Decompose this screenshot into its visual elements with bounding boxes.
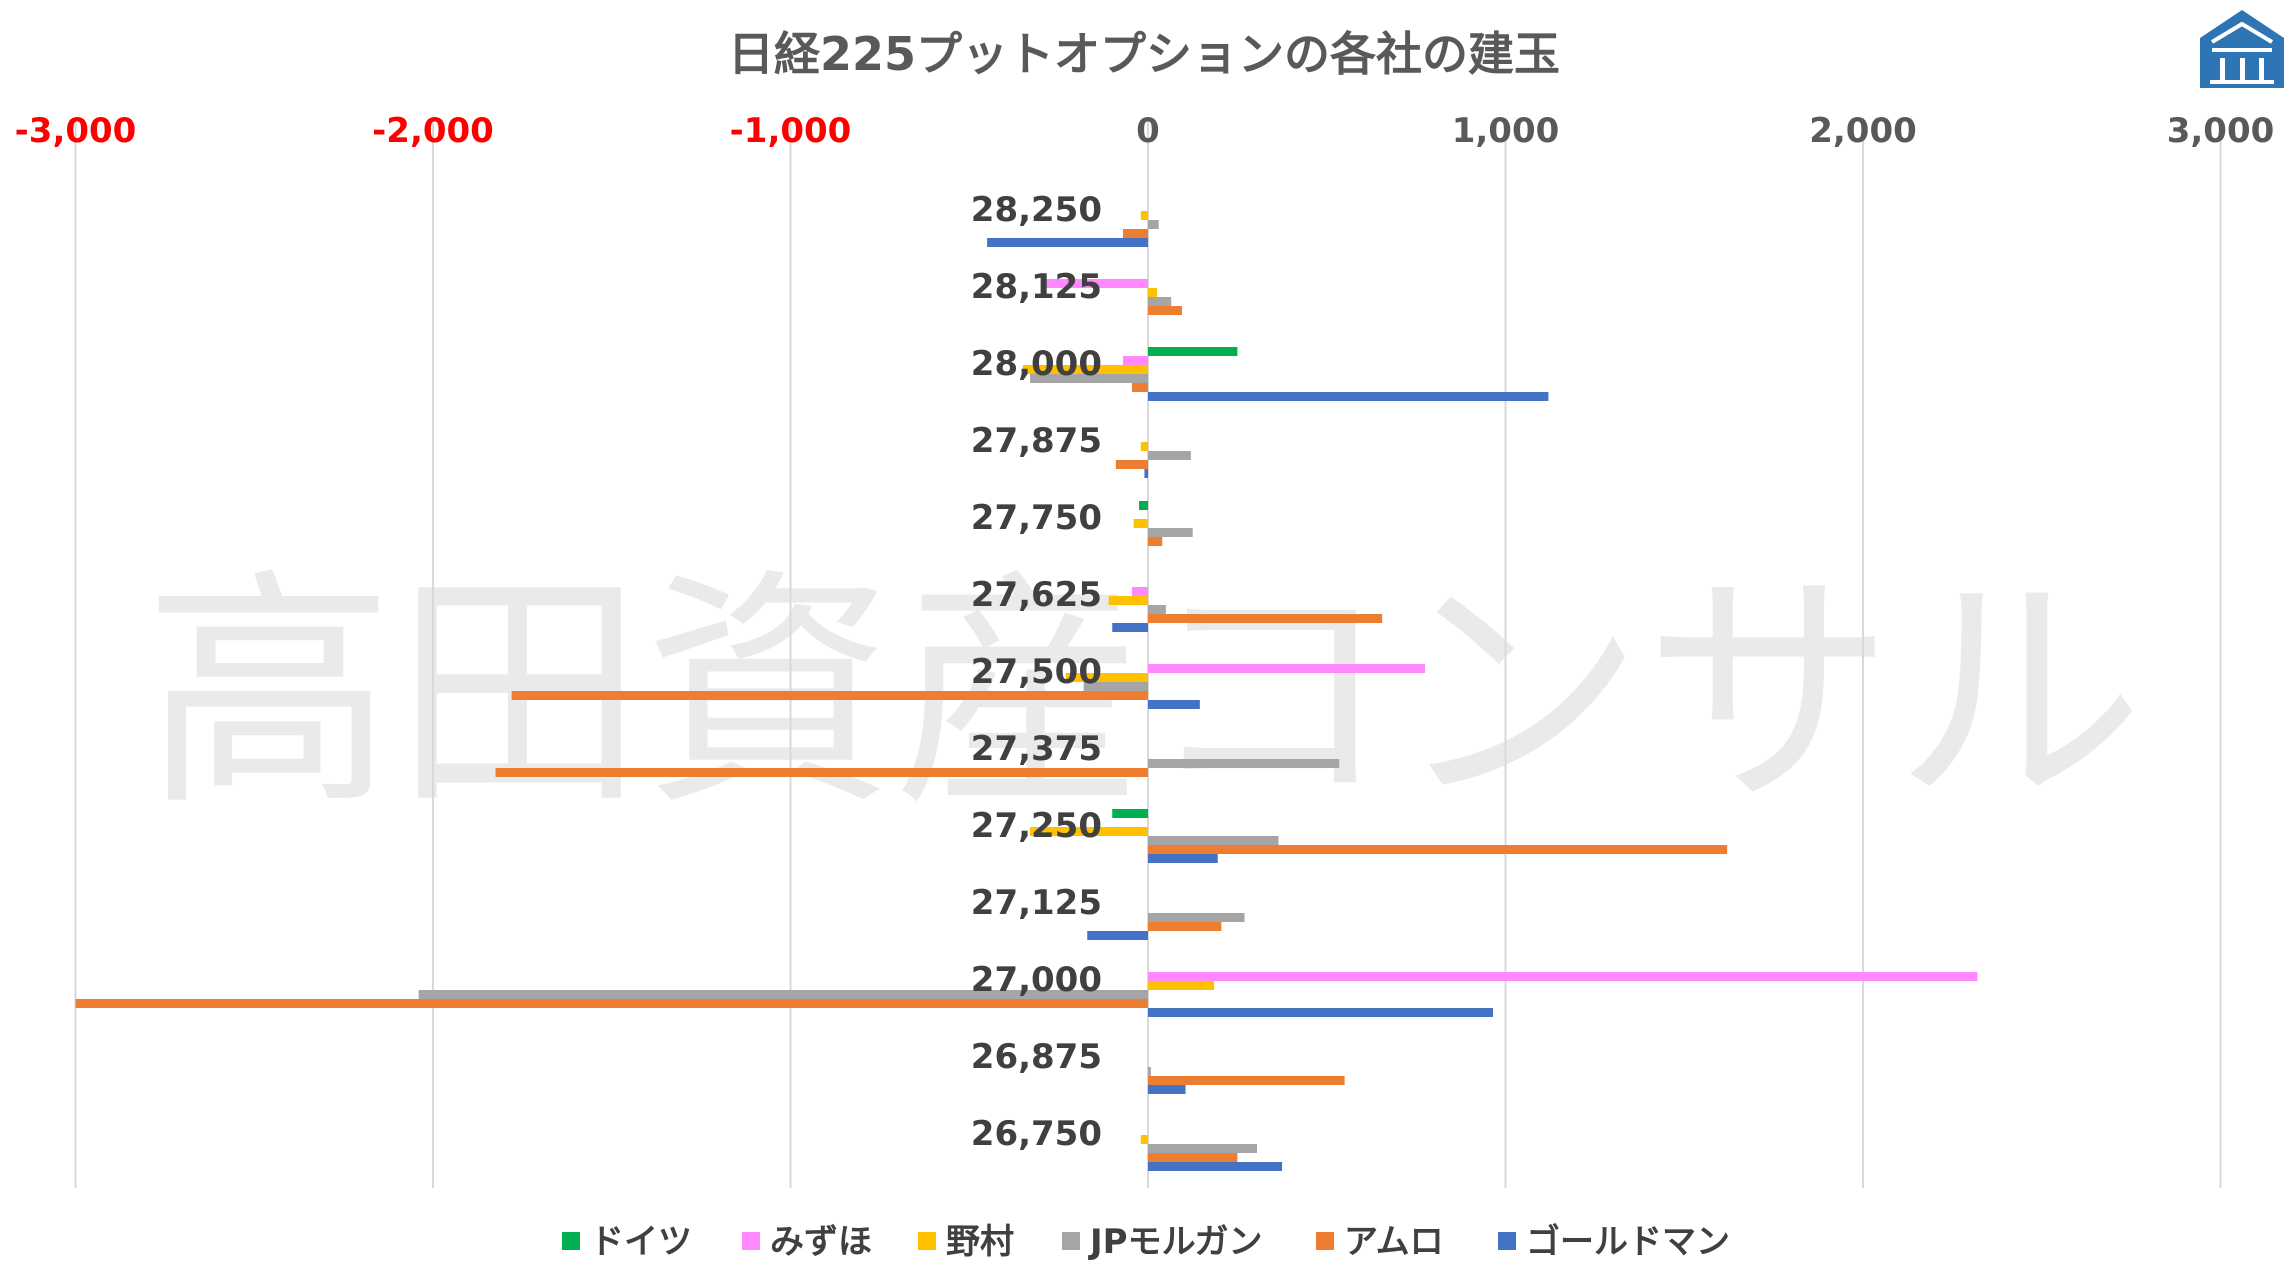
bar xyxy=(1148,347,1238,356)
category-label: 27,250 xyxy=(971,806,1102,846)
bar xyxy=(1148,664,1426,673)
x-tick-label: -1,000 xyxy=(730,111,852,151)
x-axis-ticks: -3,000 -2,000 -1,000 0 1,000 2,000 3,000 xyxy=(15,111,2275,151)
bar xyxy=(1148,605,1166,614)
legend-label: みずほ xyxy=(770,1222,872,1262)
x-tick-label: 3,000 xyxy=(2167,111,2275,151)
bar xyxy=(1148,1085,1186,1094)
category-label: 27,875 xyxy=(971,421,1102,461)
legend-swatch xyxy=(1316,1232,1334,1250)
bar xyxy=(1144,469,1148,478)
bar xyxy=(1131,383,1148,392)
x-tick-label: 1,000 xyxy=(1452,111,1560,151)
bar xyxy=(1148,845,1728,854)
x-tick-label: 0 xyxy=(1136,111,1160,151)
bar xyxy=(1148,854,1218,863)
bar xyxy=(1148,1144,1258,1153)
bar xyxy=(1140,1135,1148,1144)
category-label: 27,500 xyxy=(971,652,1102,692)
bar xyxy=(1148,297,1172,306)
bar xyxy=(1087,931,1148,940)
bar xyxy=(418,990,1148,999)
legend-swatch xyxy=(1062,1232,1080,1250)
category-label: 27,375 xyxy=(971,729,1102,769)
bar xyxy=(1148,306,1182,315)
legend-swatch xyxy=(1498,1232,1516,1250)
bar xyxy=(1022,365,1148,374)
category-label: 28,125 xyxy=(971,267,1102,307)
bar xyxy=(1148,913,1245,922)
legend-label: ゴールドマン xyxy=(1526,1222,1730,1262)
category-labels: 28,250 28,125 28,000 27,875 27,750 27,625 27,5… xyxy=(971,190,1102,1154)
legend-label: 野村 xyxy=(946,1222,1014,1262)
bar xyxy=(1148,922,1222,931)
x-tick-label: -3,000 xyxy=(15,111,137,151)
bar xyxy=(1148,1162,1283,1171)
legend-label: JPモルガン xyxy=(1088,1222,1263,1262)
building-logo-icon xyxy=(2200,10,2284,88)
bar xyxy=(1148,392,1549,401)
bar xyxy=(1148,1076,1345,1085)
category-label: 27,750 xyxy=(971,498,1102,538)
bar xyxy=(1148,972,1978,981)
category-label: 26,750 xyxy=(971,1114,1102,1154)
bar xyxy=(495,768,1148,777)
bar xyxy=(1030,374,1148,383)
bar xyxy=(1148,1008,1493,1017)
legend: ドイツ みずほ 野村 JPモルガン アムロ ゴールドマン xyxy=(562,1222,1730,1262)
legend-swatch xyxy=(742,1232,760,1250)
bars xyxy=(75,211,1978,1171)
bar xyxy=(1122,229,1148,238)
bar xyxy=(1148,451,1191,460)
bar xyxy=(1115,460,1148,469)
bar xyxy=(1108,596,1148,605)
bar xyxy=(1131,587,1148,596)
bar xyxy=(1133,519,1148,528)
bar xyxy=(1140,211,1148,220)
bar xyxy=(511,691,1148,700)
bar xyxy=(1044,279,1148,288)
category-label: 26,875 xyxy=(971,1037,1102,1077)
chart-title: 日経225プットオプションの各社の建玉 xyxy=(728,27,1560,81)
bar xyxy=(1139,501,1148,510)
bar xyxy=(987,238,1148,247)
bar xyxy=(1148,1067,1151,1076)
bar xyxy=(1112,809,1148,818)
bar xyxy=(1148,288,1157,297)
category-label: 27,625 xyxy=(971,575,1102,615)
x-tick-label: -2,000 xyxy=(372,111,494,151)
bar xyxy=(1148,537,1163,546)
category-label: 28,000 xyxy=(971,344,1102,384)
category-label: 27,125 xyxy=(971,883,1102,923)
bar xyxy=(75,999,1148,1008)
bar xyxy=(1148,1153,1238,1162)
legend-swatch xyxy=(562,1232,580,1250)
bar xyxy=(1140,442,1148,451)
legend-swatch xyxy=(918,1232,936,1250)
bar xyxy=(1148,759,1340,768)
bar xyxy=(1148,614,1383,623)
category-label: 27,000 xyxy=(971,960,1102,1000)
bar xyxy=(1148,836,1279,845)
bar xyxy=(1112,623,1148,632)
bar xyxy=(1148,700,1200,709)
bar xyxy=(1148,528,1193,537)
bar xyxy=(1065,673,1148,682)
bar xyxy=(1148,220,1159,229)
x-tick-label: 2,000 xyxy=(1809,111,1917,151)
legend-label: アムロ xyxy=(1344,1222,1444,1262)
bar xyxy=(1083,682,1148,691)
bar xyxy=(1030,827,1148,836)
bar xyxy=(1148,981,1215,990)
legend-label: ドイツ xyxy=(590,1222,692,1262)
bar xyxy=(1122,356,1148,365)
category-label: 28,250 xyxy=(971,190,1102,230)
